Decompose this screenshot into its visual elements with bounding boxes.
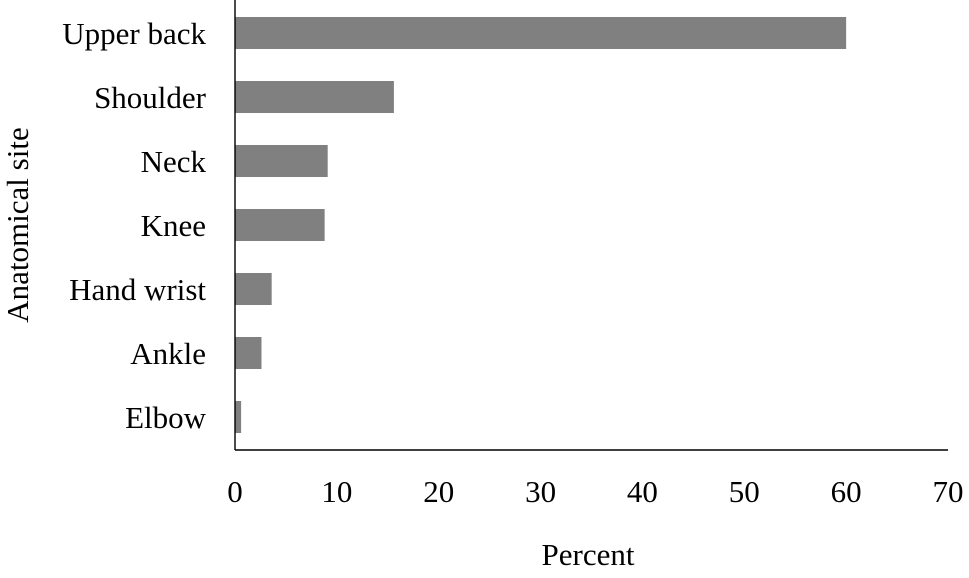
- x-tick-label: 0: [227, 474, 243, 509]
- bar-shoulder: [235, 81, 394, 113]
- bar-neck: [235, 145, 328, 177]
- bar-hand-wrist: [235, 273, 272, 305]
- category-labels: Upper back Shoulder Neck Knee Hand wrist Ankl…: [62, 16, 206, 435]
- category-label: Upper back: [62, 16, 206, 51]
- bar-knee: [235, 209, 325, 241]
- x-tick-label: 50: [729, 474, 760, 509]
- bar-ankle: [235, 337, 262, 369]
- x-axis-title: Percent: [542, 537, 635, 572]
- y-axis-title: Anatomical site: [0, 127, 35, 322]
- x-tick-labels: 0 10 20 30 40 50 60 70: [227, 474, 963, 509]
- x-tick-label: 30: [525, 474, 556, 509]
- x-tick-label: 20: [423, 474, 454, 509]
- category-label: Elbow: [125, 400, 207, 435]
- category-label: Neck: [141, 144, 207, 179]
- bar-upper-back: [235, 17, 847, 49]
- bars-group: [235, 17, 847, 433]
- category-label: Ankle: [130, 336, 206, 371]
- x-tick-label: 70: [933, 474, 964, 509]
- x-tick-label: 10: [321, 474, 352, 509]
- category-label: Knee: [141, 208, 206, 243]
- x-tick-label: 40: [627, 474, 658, 509]
- category-label: Shoulder: [94, 80, 207, 115]
- x-tick-label: 60: [831, 474, 862, 509]
- bar-elbow: [235, 401, 242, 433]
- category-label: Hand wrist: [69, 272, 206, 307]
